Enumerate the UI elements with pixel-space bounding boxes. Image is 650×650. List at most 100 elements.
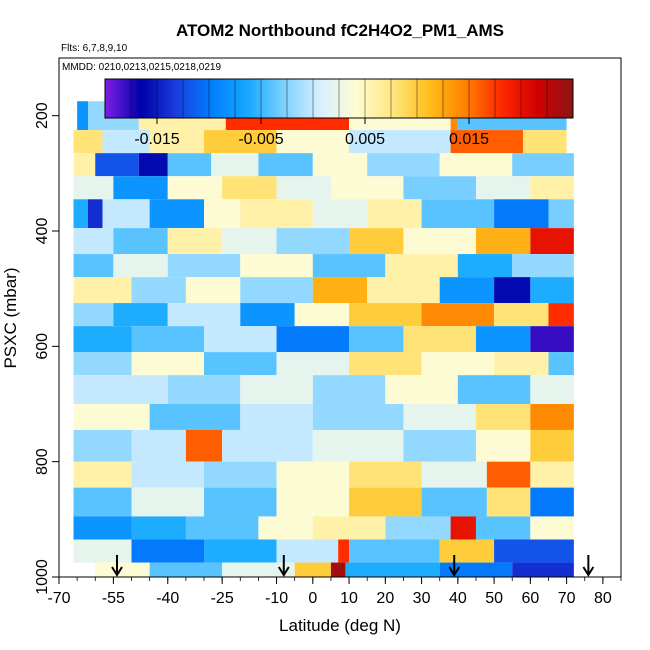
heatmap-cell: [294, 303, 350, 327]
heatmap-cell: [113, 176, 168, 200]
heatmap-cell: [204, 130, 277, 154]
heatmap-cell: [222, 562, 295, 577]
heatmap-cell: [258, 516, 313, 540]
x-axis-label: Latitude (deg N): [279, 616, 401, 635]
heatmap-cell: [149, 404, 241, 430]
heatmap-cell: [204, 461, 277, 488]
heatmap-cell: [523, 130, 567, 154]
x-tick-label: 50: [485, 590, 503, 607]
heatmap-cell: [222, 228, 277, 255]
heatmap-cell: [204, 352, 277, 376]
heatmap-cell: [131, 277, 186, 304]
heatmap-cell: [167, 254, 241, 278]
heatmap-cell: [113, 303, 168, 327]
heatmap-cell: [131, 516, 186, 540]
heatmap-cell: [73, 375, 168, 404]
heatmap-cell: [95, 562, 150, 577]
heatmap-cell: [530, 516, 574, 540]
profile-marker-arrowhead: [448, 566, 461, 577]
heatmap-cell: [530, 429, 574, 462]
x-tick-label: 40: [449, 590, 467, 607]
colorbar-tick-label: -0.005: [238, 131, 283, 148]
heatmap-cell: [73, 254, 114, 278]
heatmap-cell: [403, 228, 476, 255]
heatmap-cell: [349, 487, 422, 517]
heatmap-cell: [73, 352, 132, 376]
heatmap-cell: [385, 254, 458, 278]
heatmap-cell: [73, 277, 132, 304]
heatmap-cell: [102, 199, 150, 229]
heatmap-cell: [276, 539, 339, 563]
heatmap-cell: [475, 429, 531, 462]
profile-marker-arrowhead: [582, 566, 595, 577]
heatmap-cell: [312, 375, 386, 404]
heatmap-cell: [77, 101, 89, 131]
heatmap-cell: [149, 130, 205, 154]
heatmap-cell: [73, 516, 132, 540]
heatmap-cell: [240, 375, 313, 404]
heatmap-cell: [530, 461, 574, 488]
heatmap-cell: [494, 539, 574, 563]
heatmap-cell: [439, 153, 513, 177]
heatmap-cell: [73, 199, 89, 229]
heatmap-cell: [475, 228, 531, 255]
heatmap-cell: [167, 176, 223, 200]
heatmap-cell: [312, 153, 368, 177]
heatmap-cell: [457, 254, 513, 278]
heatmap-cell: [486, 487, 531, 517]
x-tick-label: 20: [376, 590, 394, 607]
chart-title: ATOM2 Northbound fC2H4O2_PM1_AMS: [176, 21, 504, 40]
heatmap-cell: [486, 461, 531, 488]
heatmap-cell: [385, 375, 458, 404]
x-tick-label: 10: [340, 590, 358, 607]
heatmap-cells: [73, 101, 574, 577]
heatmap-cell: [548, 303, 574, 327]
heatmap-cell: [548, 199, 574, 229]
colorbar-tick-label: -0.015: [134, 131, 179, 148]
heatmap-cell: [312, 516, 386, 540]
heatmap-cell: [185, 277, 241, 304]
dates-label: MMDD: 0210,0213,0215,0218,0219: [62, 62, 221, 73]
heatmap-cell: [494, 303, 549, 327]
heatmap-cell: [131, 429, 186, 462]
y-tick-label: 400: [34, 218, 51, 245]
heatmap-cell: [167, 153, 212, 177]
heatmap-cell: [276, 228, 350, 255]
heatmap-cell: [258, 153, 313, 177]
colorbar-ticks: -0.015 -0.005 0.005 0.015: [130, 79, 548, 148]
heatmap-cell: [494, 199, 549, 229]
heatmap-cell: [73, 404, 150, 430]
heatmap-cell: [530, 404, 574, 430]
heatmap-cell: [222, 176, 277, 200]
x-tick-label: 80: [594, 590, 612, 607]
heatmap-cell: [403, 429, 476, 462]
heatmap-cell: [185, 516, 259, 540]
heatmap-cell: [349, 303, 422, 327]
heatmap-cell: [102, 130, 150, 154]
heatmap-cell: [475, 176, 531, 200]
heatmap-cell: [167, 228, 223, 255]
heatmap-cell: [530, 375, 574, 404]
heatmap-cell: [530, 176, 574, 200]
heatmap-cell: [312, 277, 368, 304]
heatmap-cell: [421, 303, 495, 327]
heatmap-cell: [530, 326, 574, 353]
heatmap-cell: [73, 228, 114, 255]
heatmap-cell: [439, 539, 495, 563]
heatmap-cell: [131, 461, 205, 488]
heatmap-cell: [530, 228, 574, 255]
heatmap-cell: [73, 487, 132, 517]
heatmap-cell: [421, 461, 487, 488]
heatmap-cell: [113, 228, 168, 255]
heatmap-cell: [240, 199, 313, 229]
heatmap-cell: [113, 254, 168, 278]
heatmap-cell: [131, 539, 205, 563]
heatmap-cell: [276, 352, 350, 376]
heatmap-cell: [475, 404, 531, 430]
heatmap-cell: [349, 461, 422, 488]
heatmap-cell: [475, 516, 531, 540]
heatmap-cell: [403, 176, 476, 200]
heatmap-cell: [185, 429, 223, 462]
heatmap-cell: [349, 539, 440, 563]
heatmap-cell: [512, 254, 574, 278]
